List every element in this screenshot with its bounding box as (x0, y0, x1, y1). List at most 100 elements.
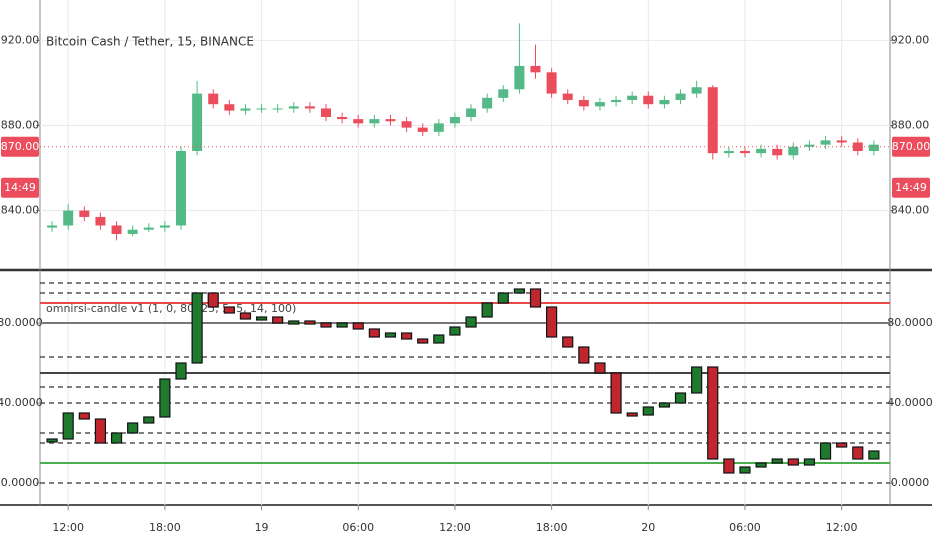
y-tick-label: 80.0000 (0, 316, 43, 329)
candle-body (240, 108, 251, 111)
candle-body (594, 102, 605, 107)
candle-body (369, 119, 380, 124)
candle-body (643, 95, 654, 105)
indicator-candle (707, 366, 719, 460)
candle-body (449, 116, 460, 124)
candle-body (272, 108, 283, 110)
indicator-candle (723, 458, 735, 474)
indicator-candle (127, 422, 139, 434)
y-tick-label: 0.0000 (1, 476, 40, 489)
candle-body (611, 99, 622, 103)
indicator-candle (852, 446, 864, 460)
candle-body (562, 93, 573, 100)
candle-body (127, 229, 138, 234)
candle-body (159, 225, 170, 228)
chart-title: Bitcoin Cash / Tether, 15, BINANCE (46, 35, 254, 49)
candle-body (224, 104, 235, 111)
candle-body (208, 93, 219, 105)
y-tick-label: 80.0000 (887, 316, 932, 329)
y-tick-label: 920.00 (1, 33, 40, 46)
candle-body (578, 99, 589, 107)
indicator-candle (594, 362, 606, 374)
indicator-candle (272, 316, 284, 324)
indicator-candle (674, 392, 687, 404)
indicator-candle (255, 316, 268, 321)
indicator-candle (433, 334, 445, 344)
y-tick-label: 880.00 (891, 118, 930, 131)
indicator-candle (320, 322, 332, 328)
y-tick-label: 40.0000 (887, 396, 932, 409)
candle-body (820, 140, 831, 145)
y-tick-label: 840.00 (891, 204, 930, 217)
x-tick-label: 19 (255, 521, 269, 534)
x-tick-label: 12:00 (826, 521, 858, 534)
indicator-candle (223, 306, 235, 314)
indicator-candle (191, 292, 203, 364)
indicator-candle (787, 458, 799, 466)
candle-body (95, 216, 106, 226)
indicator-candle (46, 438, 58, 443)
candle-body (675, 93, 686, 100)
candle-body (788, 146, 799, 156)
y-tick-label: 920.00 (891, 33, 930, 46)
x-tick-label: 12:00 (439, 521, 471, 534)
x-tick-label: 18:00 (536, 521, 568, 534)
candle-body (756, 148, 767, 154)
y-tick-label: 880.00 (1, 118, 40, 131)
candle-body (868, 144, 879, 152)
countdown-label: 14:49 (4, 181, 36, 194)
candle-body (723, 151, 734, 154)
indicator-candle (207, 292, 219, 308)
indicator-candle (400, 332, 413, 340)
indicator-candle (288, 320, 300, 325)
indicator-candle (610, 372, 622, 414)
indicator-candle (449, 326, 461, 336)
candle-body (256, 108, 267, 110)
candle-body (546, 72, 557, 94)
candle-body (627, 95, 638, 100)
candle-body (739, 151, 750, 154)
indicator-candle (771, 458, 783, 464)
y-tick-label: 40.0000 (0, 396, 43, 409)
candle-body (385, 119, 396, 122)
candle-body (836, 140, 847, 143)
indicator-candle (62, 412, 74, 440)
indicator-candle (739, 466, 751, 474)
indicator-candle (691, 366, 703, 394)
candle-body (498, 89, 509, 98)
indicator-candle (513, 288, 525, 294)
candle-body (482, 97, 493, 109)
candle-body (417, 127, 428, 132)
indicator-candle (465, 316, 477, 328)
candle-body (288, 106, 299, 109)
y-tick-label: 0.0000 (891, 476, 930, 489)
indicator-candle (239, 312, 252, 320)
indicator-candle (529, 288, 542, 308)
last-price-label: 870.00 (1, 140, 40, 153)
indicator-candle (546, 306, 558, 338)
indicator-candle (143, 416, 155, 424)
last-price-label: 870.00 (892, 140, 931, 153)
candle-body (852, 142, 863, 152)
candle-body (772, 148, 783, 156)
candle-body (321, 108, 332, 117)
indicator-candle (94, 418, 107, 444)
candle-body (47, 225, 58, 228)
candle-body (659, 99, 670, 105)
candle-body (143, 227, 154, 230)
indicator-candle (836, 442, 848, 448)
candle-body (192, 93, 203, 152)
x-tick-label: 06:00 (342, 521, 374, 534)
indicator-candle (304, 320, 316, 325)
countdown-label: 14:49 (895, 181, 927, 194)
countdown-box (1, 177, 39, 198)
indicator-candle (336, 322, 348, 328)
indicator-candle (368, 328, 380, 338)
indicator-candle (352, 322, 364, 330)
candle-body (530, 65, 541, 73)
indicator-candle (481, 302, 493, 318)
indicator-candle (417, 338, 429, 344)
candle-body (79, 210, 90, 217)
